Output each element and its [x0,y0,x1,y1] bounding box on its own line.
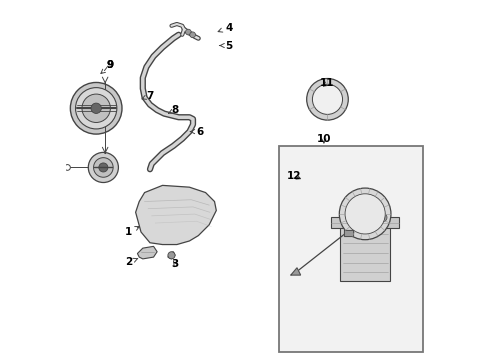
Circle shape [88,152,119,183]
Circle shape [186,29,191,35]
Circle shape [190,32,196,38]
Circle shape [307,78,348,120]
Text: 9: 9 [101,60,114,73]
Circle shape [75,87,117,129]
Text: 4: 4 [218,23,233,33]
Text: 12: 12 [287,171,302,181]
Circle shape [364,213,372,222]
Circle shape [91,103,101,113]
Text: 8: 8 [169,105,179,115]
Circle shape [313,84,343,114]
Text: 3: 3 [172,259,179,269]
Text: 7: 7 [142,91,154,101]
Circle shape [65,165,71,170]
Text: 10: 10 [317,134,331,144]
Text: 2: 2 [125,257,138,267]
Text: 6: 6 [191,127,204,136]
Circle shape [346,213,354,222]
Polygon shape [344,230,353,235]
Bar [331,217,399,228]
Polygon shape [291,268,300,275]
Polygon shape [137,246,157,259]
Circle shape [82,94,110,122]
Circle shape [168,252,175,259]
Circle shape [71,82,122,134]
Polygon shape [168,252,175,259]
Text: 1: 1 [125,226,139,237]
Circle shape [99,163,108,172]
Text: 5: 5 [220,41,232,50]
Circle shape [378,213,387,222]
Polygon shape [136,185,216,244]
Bar [340,226,390,281]
Ellipse shape [340,222,390,230]
Text: 11: 11 [320,78,335,88]
Circle shape [94,158,113,177]
FancyBboxPatch shape [279,146,422,352]
Circle shape [345,194,385,234]
Text: 9: 9 [107,60,114,70]
Circle shape [339,188,391,240]
